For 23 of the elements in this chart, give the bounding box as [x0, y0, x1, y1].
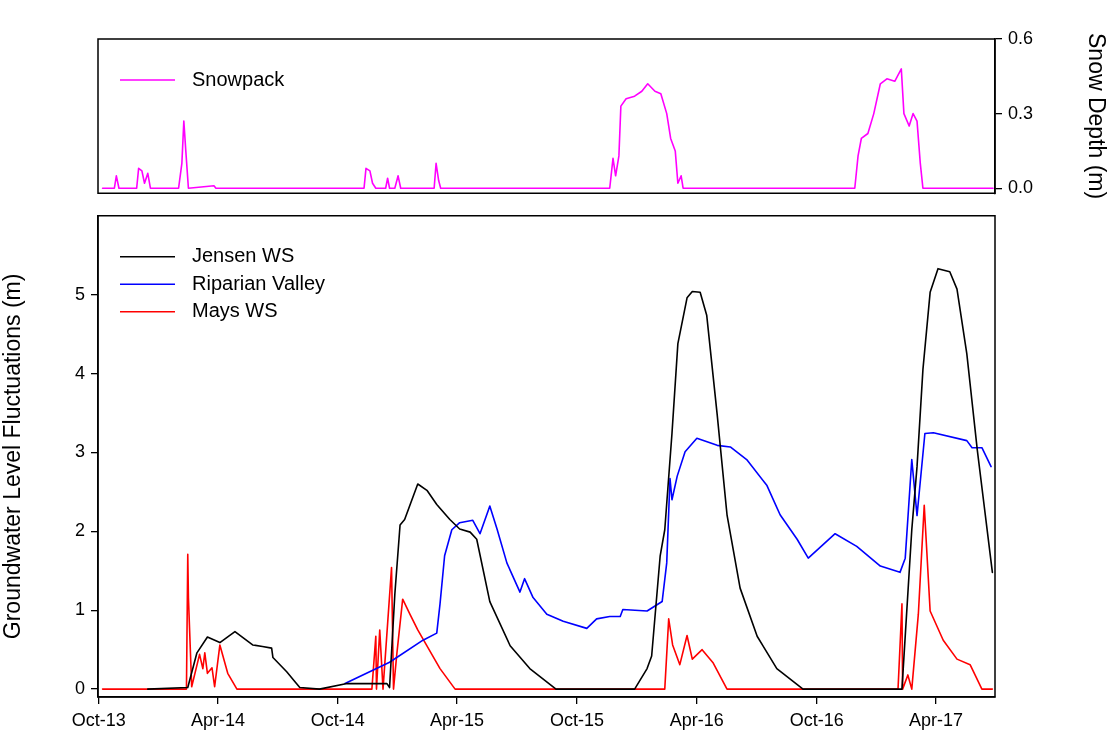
- y-tick-label: 4: [74, 362, 85, 383]
- x-tick-label: Apr-17: [909, 709, 964, 730]
- x-tick-label: Apr-15: [430, 709, 485, 730]
- legend-label: Mays WS: [192, 299, 278, 322]
- y-tick-label: 3: [74, 441, 85, 462]
- y2-axis-title: Snow Depth (m): [1083, 33, 1109, 200]
- x-tick-label: Oct-13: [71, 709, 126, 730]
- y2-tick-label: 0.0: [1008, 177, 1034, 198]
- y-tick-label: 5: [74, 283, 85, 304]
- y2-tick-label: 0.3: [1008, 102, 1034, 123]
- legend-label: Riparian Valley: [192, 271, 326, 294]
- x-tick-label: Apr-16: [669, 709, 724, 730]
- y-tick-label: 1: [74, 599, 85, 620]
- y-axis-title: Groundwater Level Fluctuations (m): [0, 273, 26, 640]
- y-tick-label: 0: [74, 678, 85, 699]
- legend-label: Snowpack: [192, 67, 286, 90]
- x-tick-label: Oct-15: [549, 709, 604, 730]
- x-tick-label: Oct-14: [310, 709, 365, 730]
- y2-tick-label: 0.6: [1008, 27, 1034, 48]
- x-tick-label: Oct-16: [789, 709, 844, 730]
- legend-label: Jensen WS: [192, 244, 295, 267]
- x-tick-label: Apr-14: [190, 709, 245, 730]
- y-tick-label: 2: [74, 520, 85, 541]
